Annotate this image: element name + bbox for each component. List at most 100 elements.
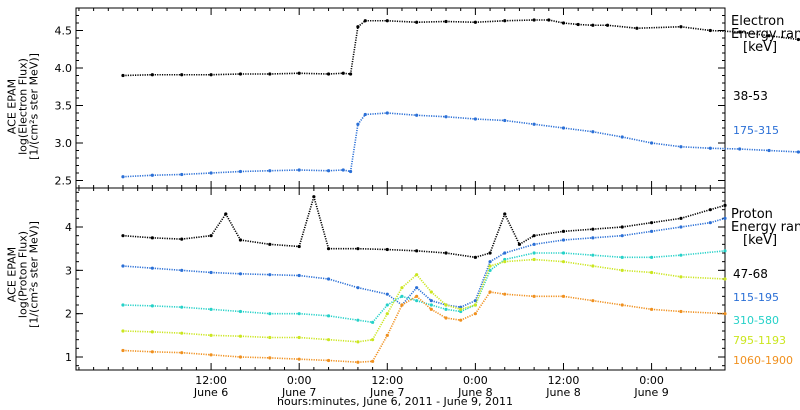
series-segment bbox=[240, 239, 270, 246]
series-segment bbox=[299, 336, 329, 341]
series-segment bbox=[460, 312, 476, 321]
series-segment bbox=[430, 308, 447, 319]
proton-ylabel: ACE EPAM log(Proton Flux) [1/(cm²s ster … bbox=[6, 190, 41, 360]
series-segment bbox=[680, 25, 711, 32]
proton-legend-entry-2: 115-195 bbox=[733, 291, 779, 304]
series-segment bbox=[416, 114, 447, 118]
series-segment bbox=[211, 354, 241, 358]
series-segment bbox=[430, 291, 447, 306]
series-segment bbox=[240, 335, 270, 339]
series-segment bbox=[504, 258, 535, 263]
y-tick-label: 2.5 bbox=[55, 175, 73, 188]
proton-legend-title: Proton Energy ranges [keV] bbox=[731, 208, 800, 247]
proton-legend-entry-4: 795-1193 bbox=[733, 334, 786, 347]
y-tick-label: 1 bbox=[65, 351, 72, 364]
series-segment bbox=[371, 304, 388, 323]
x-tick-label-time: 12:00 bbox=[548, 374, 580, 387]
series-segment bbox=[489, 260, 505, 267]
series-segment bbox=[181, 351, 212, 356]
x-tick-label-time: 0:00 bbox=[463, 374, 488, 387]
series-segment bbox=[401, 295, 417, 302]
series-310-580 bbox=[121, 249, 727, 324]
series-segment bbox=[122, 174, 153, 178]
series-segment bbox=[371, 313, 388, 341]
series-segment bbox=[386, 293, 403, 306]
x-tick-label-time: 0:00 bbox=[287, 374, 312, 387]
series-segment bbox=[680, 221, 711, 228]
series-segment bbox=[769, 149, 799, 153]
y-tick-label: 4.5 bbox=[55, 25, 73, 38]
series-segment bbox=[651, 254, 682, 259]
electron-legend-title-2: Energy ranges bbox=[731, 27, 800, 42]
series-segment bbox=[445, 20, 476, 24]
series-segment bbox=[592, 226, 623, 230]
series-segment bbox=[386, 287, 403, 315]
series-segment bbox=[349, 26, 359, 75]
series-segment bbox=[534, 123, 564, 129]
proton-legend-title-3: [keV] bbox=[743, 233, 778, 247]
series-segment bbox=[474, 261, 491, 301]
series-segment bbox=[592, 254, 623, 259]
electron-legend-title: Electron Energy ranges [keV] bbox=[731, 15, 800, 54]
series-segment bbox=[210, 213, 227, 237]
series-segment bbox=[622, 304, 652, 311]
y-tick-label: 3.0 bbox=[55, 137, 73, 150]
series-segment bbox=[474, 291, 491, 315]
series-segment bbox=[152, 305, 182, 308]
series-segment bbox=[534, 230, 564, 237]
series-segment bbox=[181, 332, 212, 337]
y-tick-label: 3 bbox=[65, 264, 72, 277]
data-point bbox=[723, 216, 727, 220]
series-segment bbox=[475, 118, 505, 122]
series-segment bbox=[607, 24, 637, 30]
series-segment bbox=[534, 239, 564, 246]
series-segment bbox=[563, 228, 593, 233]
series-segment bbox=[592, 234, 623, 239]
x-tick-label-date: June 6 bbox=[193, 386, 228, 399]
series-segment bbox=[416, 295, 432, 310]
series-segment bbox=[548, 19, 564, 24]
series-segment bbox=[651, 308, 682, 313]
series-segment bbox=[489, 258, 506, 271]
series-segment bbox=[152, 237, 182, 240]
series-segment bbox=[386, 295, 403, 306]
series-segment bbox=[739, 31, 770, 37]
series-segment bbox=[401, 295, 418, 306]
x-tick-label-date: June 8 bbox=[545, 386, 580, 399]
series-segment bbox=[710, 217, 726, 224]
proton-legend-title-1: Proton bbox=[731, 208, 773, 222]
series-segment bbox=[519, 234, 535, 246]
y-tick-label: 4.0 bbox=[55, 62, 73, 75]
proton-legend-entry-5: 1060-1900 bbox=[733, 354, 793, 367]
electron-legend-entry-1: 38-53 bbox=[733, 89, 768, 103]
series-segment bbox=[401, 287, 418, 306]
series-segment bbox=[416, 250, 447, 254]
series-segment bbox=[152, 267, 182, 272]
series-segment bbox=[651, 271, 682, 278]
series-47-68 bbox=[121, 195, 727, 259]
series-segment bbox=[152, 331, 182, 334]
data-point bbox=[723, 312, 727, 316]
series-segment bbox=[357, 286, 388, 295]
series-segment bbox=[269, 357, 300, 360]
electron-legend-title-3: [keV] bbox=[743, 40, 778, 54]
series-segment bbox=[401, 274, 418, 289]
series-segment bbox=[460, 304, 476, 313]
proton-legend-entry-3: 310-580 bbox=[733, 314, 779, 327]
series-segment bbox=[181, 234, 212, 240]
series-segment bbox=[240, 356, 270, 359]
electron-ylabel-line-3: [1/(cm²s ster MeV)] bbox=[27, 53, 41, 160]
series-segment bbox=[504, 243, 535, 254]
chart-marks bbox=[121, 18, 800, 364]
series-segment bbox=[680, 276, 726, 280]
series-segment bbox=[328, 338, 358, 343]
series-segment bbox=[299, 358, 329, 362]
series-segment bbox=[152, 351, 182, 354]
series-segment bbox=[489, 291, 505, 295]
series-1060-1900 bbox=[121, 290, 727, 364]
series-segment bbox=[445, 252, 476, 259]
series-segment bbox=[328, 315, 359, 321]
series-segment bbox=[710, 147, 740, 150]
